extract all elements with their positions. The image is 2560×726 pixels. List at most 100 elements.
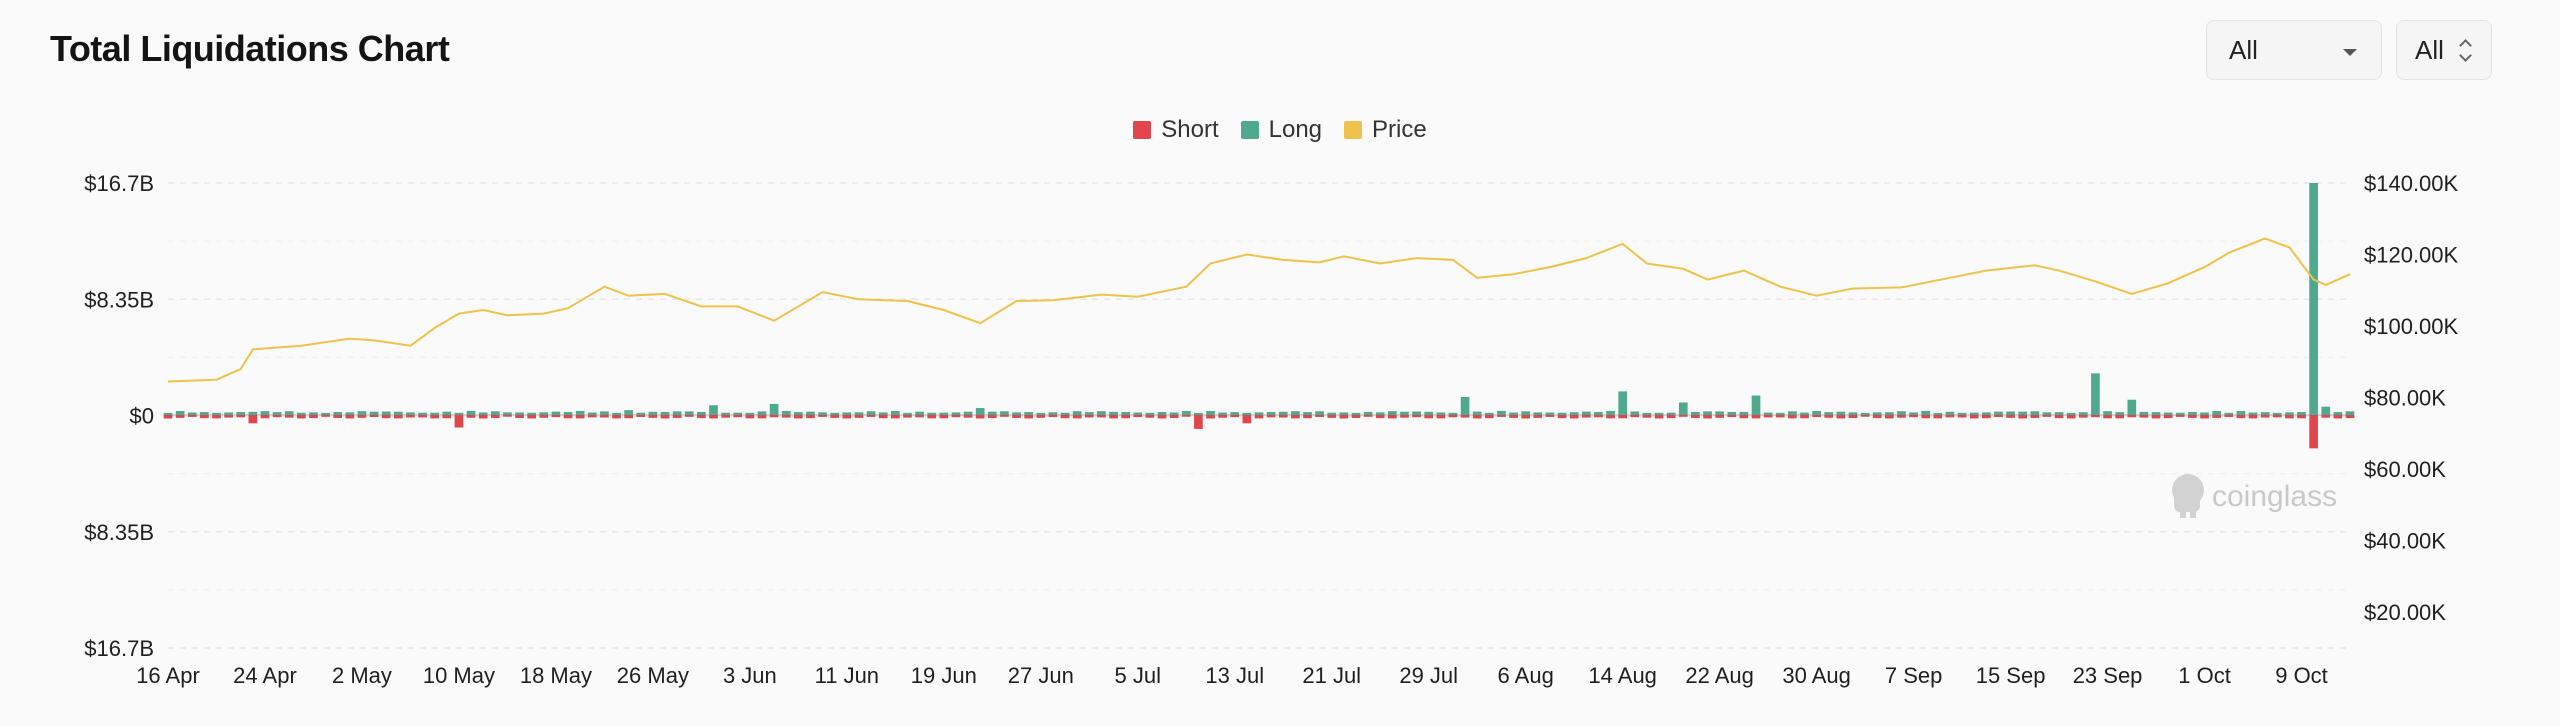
legend-item-long[interactable]: Long — [1240, 116, 1322, 144]
long-bar — [1424, 411, 1434, 415]
long-bar — [1363, 411, 1373, 415]
short-bar — [818, 415, 827, 417]
long-bar — [1157, 412, 1167, 415]
right-axis-tick: $100.00K — [2364, 314, 2459, 339]
short-bar — [2200, 415, 2209, 419]
long-bar — [2236, 411, 2246, 415]
short-bar — [624, 415, 633, 419]
short-bar — [1327, 415, 1337, 418]
long-bar — [175, 410, 185, 415]
short-bar — [539, 415, 549, 418]
short-bar — [2018, 415, 2028, 419]
short-bar — [2224, 415, 2234, 417]
short-bar — [721, 415, 730, 418]
short-bar — [1933, 415, 1943, 419]
x-axis-tick: 26 May — [617, 663, 689, 688]
short-bar — [1181, 415, 1191, 417]
long-bar — [1339, 412, 1349, 415]
short-bar — [1885, 415, 1894, 419]
price-line — [167, 237, 2351, 383]
long-bar — [684, 411, 694, 415]
long-bar — [987, 411, 997, 415]
chart-legend: Short Long Price — [0, 116, 2560, 144]
short-bar — [1994, 415, 2003, 418]
short-bar — [963, 415, 973, 418]
long-bar — [1121, 412, 1130, 415]
x-axis-tick: 30 Aug — [1782, 663, 1851, 688]
short-bar — [1569, 415, 1579, 419]
short-bar — [248, 415, 258, 424]
short-bar — [854, 415, 864, 418]
long-bar — [1715, 411, 1724, 415]
time-range-select[interactable]: All — [2206, 20, 2382, 80]
short-bar — [2115, 415, 2125, 419]
long-bar — [1194, 412, 1203, 415]
short-bar — [2345, 415, 2355, 419]
exchange-select[interactable]: All — [2396, 20, 2492, 80]
long-bar — [1521, 411, 1531, 415]
short-bar — [915, 415, 924, 418]
short-bar — [163, 415, 173, 419]
short-bar — [672, 415, 682, 418]
short-bar — [1375, 415, 1385, 419]
long-bar — [1509, 412, 1518, 415]
short-bar — [587, 415, 597, 418]
short-bar — [733, 415, 743, 418]
short-bar — [2006, 415, 2015, 418]
short-bar — [1654, 415, 1664, 419]
long-bar — [890, 410, 900, 415]
long-bar — [333, 412, 343, 415]
long-bar — [1909, 412, 1918, 415]
short-bar — [939, 415, 949, 419]
right-axis-tick: $60.00K — [2364, 457, 2446, 482]
chevron-down-icon — [2343, 49, 2357, 56]
short-bar — [309, 415, 318, 419]
long-bar — [1145, 412, 1155, 415]
short-bar — [551, 415, 561, 418]
long-bar — [1569, 412, 1579, 415]
short-bar — [2103, 415, 2112, 419]
short-bar — [1145, 415, 1155, 418]
short-bar — [297, 415, 306, 419]
long-bar — [709, 405, 718, 415]
long-bar — [2309, 183, 2318, 415]
long-bar — [1181, 410, 1191, 415]
short-bar — [1339, 415, 1349, 419]
short-bar — [2297, 415, 2306, 419]
short-bar — [769, 415, 779, 418]
long-bar — [527, 412, 537, 415]
long-bar — [381, 411, 391, 415]
long-bar — [842, 412, 852, 415]
legend-label-short: Short — [1161, 116, 1219, 143]
long-bar — [1412, 411, 1421, 415]
long-bar — [587, 412, 597, 415]
long-bar — [1400, 411, 1409, 415]
coinglass-watermark: coinglass — [2172, 474, 2337, 518]
short-bar — [1133, 415, 1143, 418]
short-bar — [1557, 415, 1567, 419]
long-bar — [903, 412, 912, 415]
long-bar — [1666, 412, 1676, 415]
short-bar — [975, 415, 985, 419]
short-bar — [345, 415, 355, 419]
long-bar — [284, 411, 294, 415]
long-bar — [1921, 410, 1931, 415]
legend-item-short[interactable]: Short — [1133, 116, 1219, 144]
short-bar — [1206, 415, 1215, 419]
short-bar — [648, 415, 658, 418]
long-bar — [442, 411, 452, 415]
legend-item-price[interactable]: Price — [1344, 116, 1427, 144]
long-bar — [854, 412, 864, 415]
short-bar — [2042, 415, 2052, 417]
long-bar — [2115, 412, 2125, 415]
long-bar — [1460, 396, 1470, 415]
long-bar — [1727, 411, 1737, 415]
short-bar — [1448, 415, 1458, 418]
short-bar — [1303, 415, 1312, 419]
x-axis-tick: 15 Sep — [1976, 663, 2046, 688]
short-bar — [1727, 415, 1737, 418]
long-bar — [1084, 412, 1094, 415]
long-bar — [1994, 411, 2003, 415]
long-bar — [1254, 412, 1264, 415]
